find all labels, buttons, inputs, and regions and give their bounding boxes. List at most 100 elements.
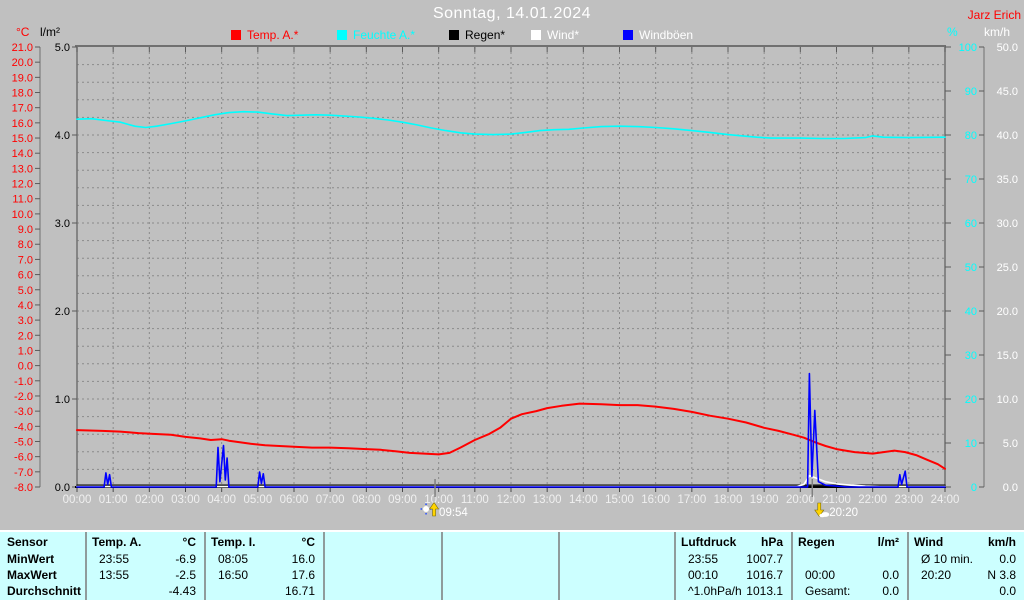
- stat-value: 1013.1: [746, 584, 783, 598]
- temp-tick-label: 21.0: [12, 42, 33, 54]
- humidity-tick-label: 100: [959, 42, 977, 54]
- sensor-name: Regen: [798, 535, 835, 549]
- humidity-tick-label: 40: [965, 306, 977, 318]
- table-data-cell: 16.71: [206, 583, 325, 600]
- legend-swatch-icon: [337, 30, 347, 40]
- stat-time: 23:55: [99, 552, 130, 566]
- stat-time: 08:05: [218, 552, 249, 566]
- temp-tick-label: -7.0: [14, 467, 33, 479]
- time-tick-label: 21:00: [822, 494, 851, 506]
- stat-value: 16.0: [291, 552, 315, 566]
- table-header-cell: Regen l/m²: [793, 532, 909, 551]
- legend-label: Feuchte A.*: [353, 28, 416, 42]
- legend-swatch-icon: [531, 30, 541, 40]
- temp-tick-label: 11.0: [12, 194, 33, 206]
- stat-time: 00:00: [805, 568, 836, 582]
- time-tick-label: 02:00: [135, 494, 164, 506]
- table-header-cell: Temp. A. °C: [87, 532, 206, 551]
- temp-tick-label: 18.0: [12, 88, 33, 100]
- stat-time: 13:55: [99, 568, 130, 582]
- stat-time: ^1.0hPa/h: [688, 584, 742, 598]
- legend-swatch-icon: [449, 30, 459, 40]
- cloud-icon: [819, 512, 830, 518]
- table-data-cell: -4.43: [87, 583, 206, 600]
- time-tick-label: 04:00: [207, 494, 236, 506]
- humidity-tick-label: 20: [965, 394, 977, 406]
- temp-tick-label: -2.0: [14, 391, 33, 403]
- temp-tick-label: 10.0: [12, 209, 33, 221]
- humidity-axis-unit: %: [947, 25, 958, 39]
- humidity-tick-label: 70: [965, 174, 977, 186]
- temp-tick-label: 1.0: [18, 345, 33, 357]
- time-tick-label: 11:00: [461, 494, 489, 506]
- legend-item-windboeen: Windböen: [623, 28, 693, 42]
- temp-tick-label: -1.0: [14, 376, 33, 388]
- time-tick-label: 18:00: [714, 494, 743, 506]
- table-data-cell: [793, 551, 909, 567]
- sensor-name: Wind: [914, 535, 944, 549]
- humidity-tick-label: 50: [965, 262, 977, 274]
- temp-tick-label: 6.0: [18, 270, 33, 282]
- table-data-cell: [443, 567, 560, 583]
- sensor-unit: °C: [182, 535, 196, 549]
- stat-time: 23:55: [688, 552, 719, 566]
- wind-tick-label: 45.0: [997, 86, 1018, 98]
- temp-tick-label: 5.0: [18, 285, 33, 297]
- time-tick-label: 09:00: [388, 494, 417, 506]
- owner-name: Jarz Erich: [967, 8, 1021, 22]
- wind-tick-label: 50.0: [997, 42, 1018, 54]
- sensor-name: Temp. A.: [92, 535, 142, 549]
- stat-time: Gesamt:: [805, 584, 851, 598]
- humidity-tick-label: 10: [965, 438, 977, 450]
- wind-tick-label: 30.0: [997, 218, 1018, 230]
- wind-tick-label: 10.0: [997, 394, 1018, 406]
- time-tick-label: 06:00: [280, 494, 309, 506]
- table-header-cell: [443, 532, 560, 551]
- stat-value: 1007.7: [746, 552, 783, 566]
- table-data-cell: [560, 583, 676, 600]
- stat-value: 16.71: [284, 584, 315, 598]
- table-data-cell: [325, 583, 443, 600]
- time-tick-label: 23:00: [894, 494, 923, 506]
- temp-tick-label: 17.0: [12, 103, 33, 115]
- stat-value: 0.0: [882, 568, 899, 582]
- down-arrow-icon: [814, 502, 825, 518]
- temp-tick-label: 7.0: [18, 254, 33, 266]
- temp-tick-label: 3.0: [18, 315, 33, 327]
- table-row-label: MaxWert: [0, 567, 87, 583]
- time-tick-label: 16:00: [641, 494, 670, 506]
- temp-tick-label: 14.0: [12, 148, 33, 160]
- temp-tick-label: 15.0: [12, 133, 33, 145]
- stat-value: N 3.8: [987, 568, 1016, 582]
- time-tick-label: 07:00: [316, 494, 345, 506]
- wind-tick-label: 15.0: [997, 350, 1018, 362]
- wind-tick-label: 40.0: [997, 130, 1018, 142]
- stat-value: -4.43: [168, 584, 196, 598]
- time-tick-label: 01:00: [99, 494, 128, 506]
- time-tick-label: 00:00: [63, 494, 92, 506]
- temp-tick-label: 16.0: [12, 118, 33, 130]
- rain-tick-label: 3.0: [55, 218, 70, 230]
- temp-tick-label: -5.0: [14, 436, 33, 448]
- legend-item-regen: Regen*: [449, 28, 505, 42]
- stat-value: 0.0: [882, 584, 899, 598]
- temp-tick-label: 4.0: [18, 300, 33, 312]
- time-tick-label: 12:00: [497, 494, 526, 506]
- table-data-cell: [325, 551, 443, 567]
- stat-value: 0.0: [999, 552, 1016, 566]
- table-data-cell: [443, 551, 560, 567]
- humidity-tick-label: 60: [965, 218, 977, 230]
- humidity-tick-label: 0: [971, 482, 977, 494]
- table-header-cell: Luftdruck hPa: [676, 532, 793, 551]
- table-data-cell: ^1.0hPa/h 1013.1: [676, 583, 793, 600]
- table-data-cell: 13:55 -2.5: [87, 567, 206, 583]
- stat-time: 00:10: [688, 568, 719, 582]
- marker-time-label: 20:20: [829, 507, 858, 519]
- table-data-cell: 00:10 1016.7: [676, 567, 793, 583]
- stat-value: 0.0: [999, 584, 1016, 598]
- sensor-name: Luftdruck: [681, 535, 737, 549]
- rain-tick-label: 1.0: [55, 394, 70, 406]
- series-wind-line: [76, 372, 946, 488]
- page-title: Sonntag, 14.01.2024: [432, 5, 592, 22]
- temp-tick-label: 9.0: [18, 224, 33, 236]
